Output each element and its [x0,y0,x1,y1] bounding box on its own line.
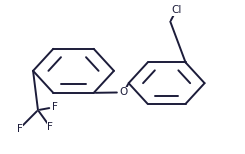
Text: F: F [47,122,53,132]
Text: Cl: Cl [171,5,182,15]
Text: F: F [17,124,23,134]
Text: F: F [52,102,58,112]
Text: O: O [120,87,128,97]
